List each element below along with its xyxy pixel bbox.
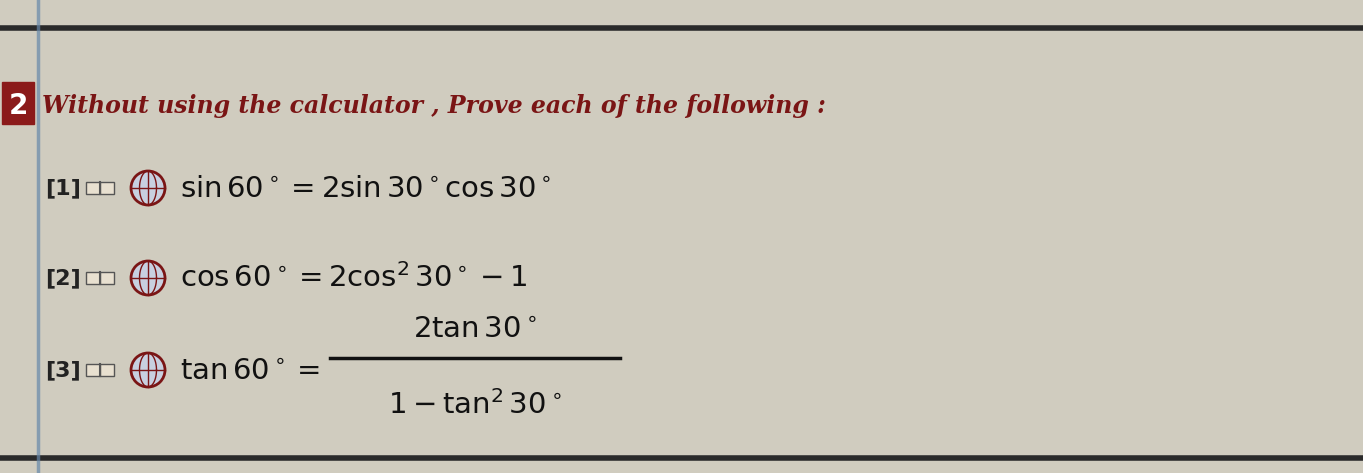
- Text: 📖: 📖: [93, 176, 108, 200]
- FancyBboxPatch shape: [99, 182, 114, 194]
- Text: Without using the calculator , Prove each of the following :: Without using the calculator , Prove eac…: [42, 94, 826, 118]
- Text: $1 - \tan^2 30^\circ$: $1 - \tan^2 30^\circ$: [388, 390, 562, 420]
- Circle shape: [131, 261, 165, 295]
- FancyBboxPatch shape: [86, 364, 99, 376]
- Text: $\sin 60^\circ = 2\sin 30^\circ \cos 30^\circ$: $\sin 60^\circ = 2\sin 30^\circ \cos 30^…: [180, 174, 552, 202]
- FancyBboxPatch shape: [86, 182, 99, 194]
- FancyBboxPatch shape: [99, 364, 114, 376]
- Text: $2\tan 30^\circ$: $2\tan 30^\circ$: [413, 314, 537, 342]
- Text: 2: 2: [8, 92, 27, 120]
- FancyBboxPatch shape: [99, 272, 114, 284]
- Bar: [1, 82, 34, 124]
- Text: [3]: [3]: [45, 360, 80, 380]
- Text: $\tan 60^\circ =$: $\tan 60^\circ =$: [180, 356, 320, 385]
- FancyBboxPatch shape: [86, 272, 99, 284]
- Text: [2]: [2]: [45, 268, 80, 288]
- Circle shape: [131, 171, 165, 205]
- Circle shape: [131, 353, 165, 387]
- Text: [1]: [1]: [45, 178, 80, 198]
- Text: $\cos 60^\circ = 2\cos^2 30^\circ - 1$: $\cos 60^\circ = 2\cos^2 30^\circ - 1$: [180, 263, 527, 293]
- Text: 📖: 📖: [93, 358, 108, 382]
- Text: 📖: 📖: [93, 266, 108, 290]
